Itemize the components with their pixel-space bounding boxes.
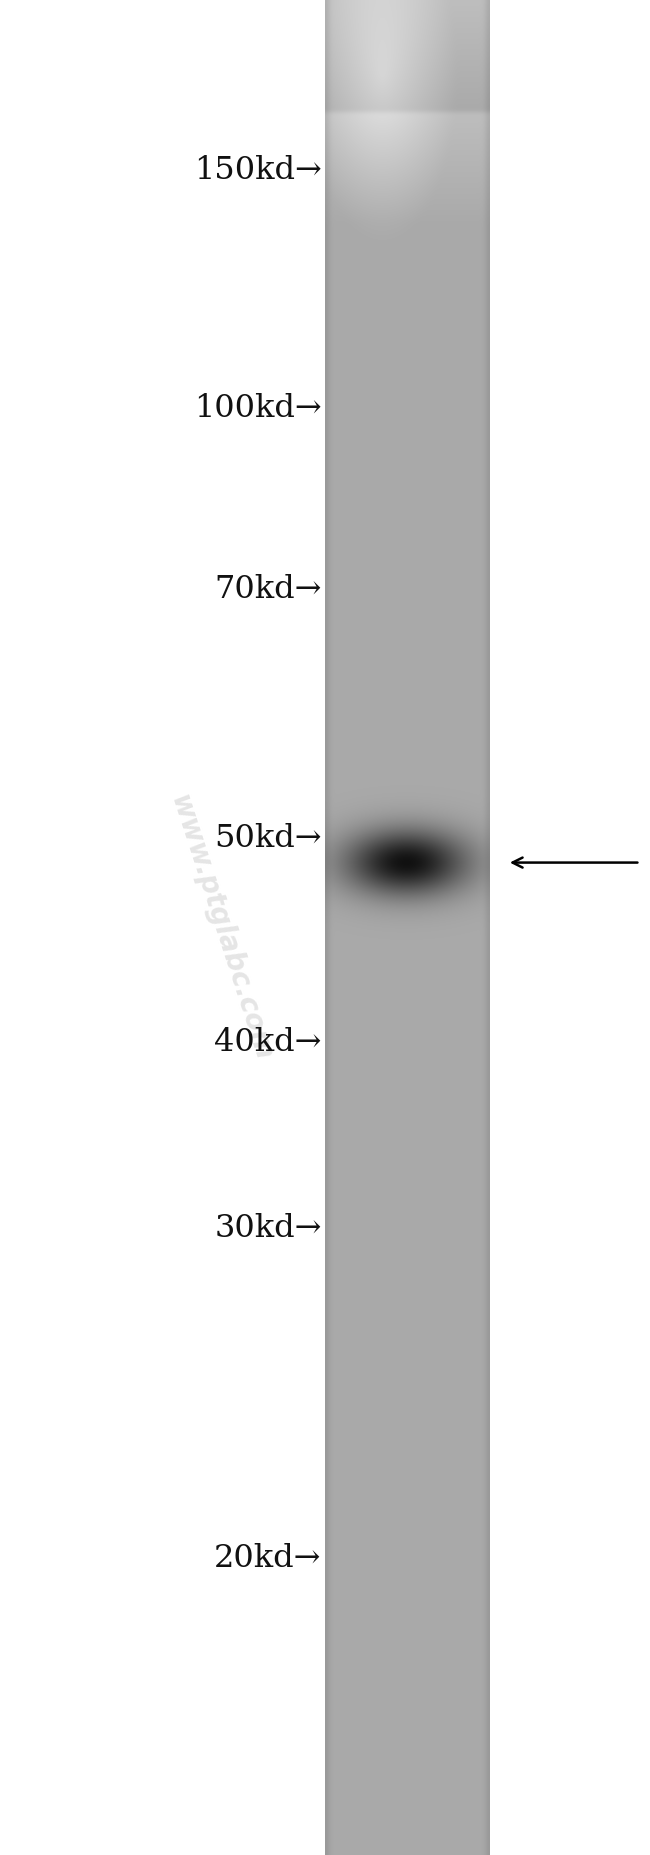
Text: www.ptglabc.com: www.ptglabc.com xyxy=(164,790,278,1065)
Text: 70kd→: 70kd→ xyxy=(214,575,322,605)
Text: 150kd→: 150kd→ xyxy=(194,156,322,186)
Text: 20kd→: 20kd→ xyxy=(214,1543,322,1573)
Text: 30kd→: 30kd→ xyxy=(214,1213,322,1243)
Text: 100kd→: 100kd→ xyxy=(194,393,322,423)
Text: 40kd→: 40kd→ xyxy=(214,1028,322,1057)
Text: 50kd→: 50kd→ xyxy=(214,824,322,853)
